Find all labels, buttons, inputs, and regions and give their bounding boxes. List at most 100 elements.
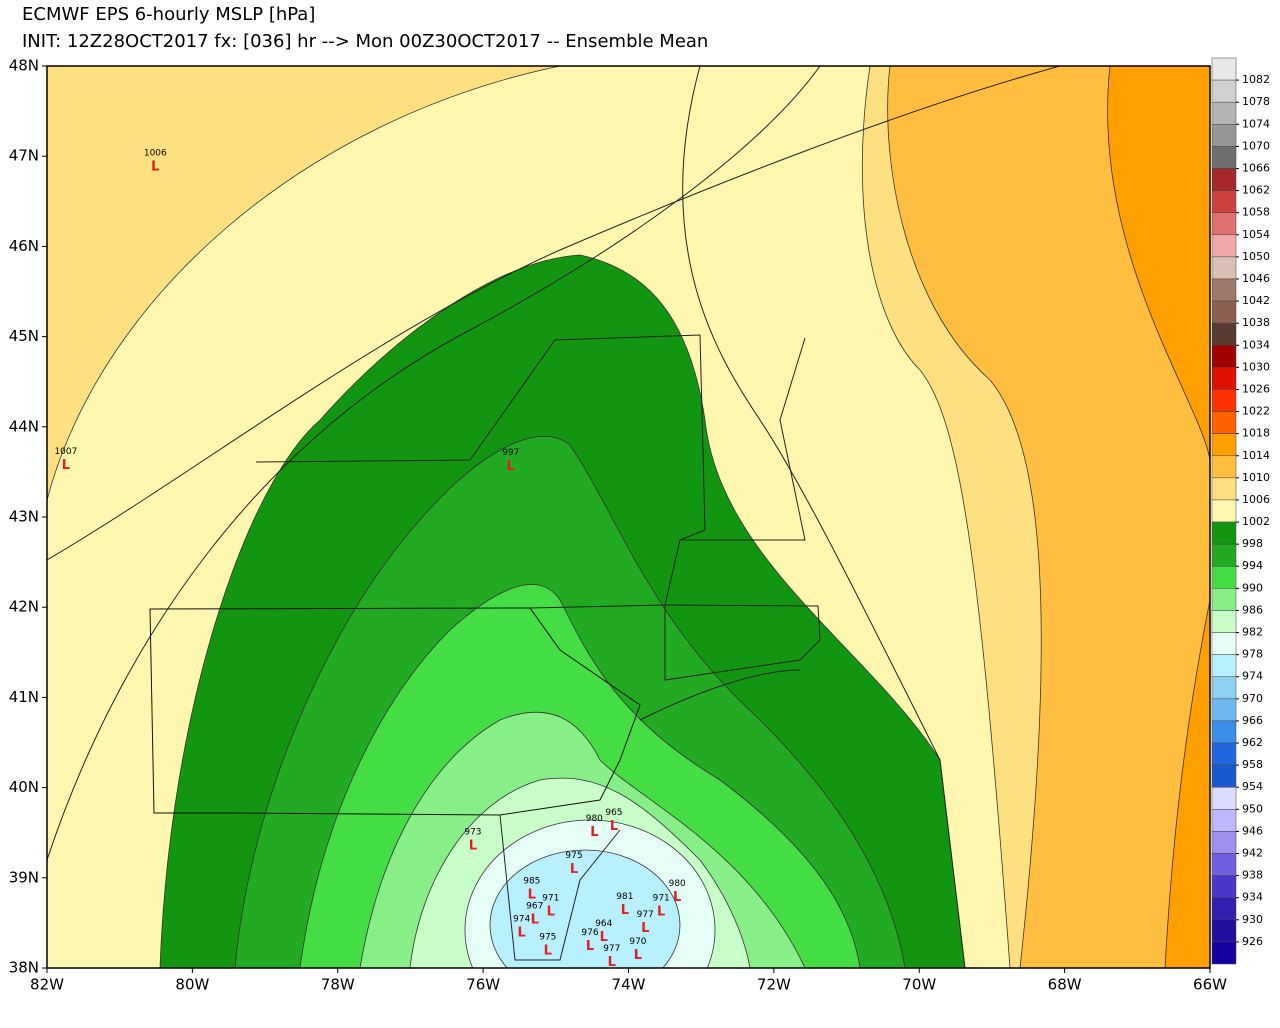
colorbar-label: 950 bbox=[1242, 802, 1263, 815]
colorbar-bin bbox=[1211, 742, 1237, 766]
low-value: 970 bbox=[629, 937, 646, 947]
low-value: 977 bbox=[603, 944, 620, 954]
lon-tick-label: 68W bbox=[1048, 976, 1082, 994]
colorbar-label: 1010 bbox=[1242, 471, 1270, 484]
low-marker: L bbox=[590, 825, 598, 840]
title: ECMWF EPS 6-hourly MSLP [hPa] bbox=[22, 4, 315, 25]
lon-tick-label: 70W bbox=[902, 976, 936, 994]
colorbar-bin bbox=[1211, 389, 1237, 412]
colorbar-label: 1006 bbox=[1242, 493, 1270, 506]
colorbar-label: 1070 bbox=[1242, 139, 1270, 152]
colorbar-bin bbox=[1211, 654, 1237, 677]
low-marker: L bbox=[151, 160, 159, 175]
colorbar-label: 1022 bbox=[1242, 405, 1270, 418]
colorbar-label: 1042 bbox=[1242, 294, 1270, 307]
colorbar-label: 954 bbox=[1242, 780, 1263, 793]
colorbar-bin bbox=[1211, 588, 1237, 611]
low-value: 1006 bbox=[144, 149, 167, 159]
low-value: 1007 bbox=[54, 447, 77, 457]
low-marker: L bbox=[507, 459, 515, 474]
lat-tick-label: 46N bbox=[9, 237, 39, 255]
colorbar-label: 1026 bbox=[1242, 382, 1270, 395]
colorbar-bin bbox=[1211, 698, 1237, 722]
colorbar-bin bbox=[1211, 57, 1237, 81]
low-marker: L bbox=[62, 458, 70, 473]
low-value: 967 bbox=[526, 902, 543, 912]
colorbar-label: 1054 bbox=[1242, 228, 1270, 241]
low-marker: L bbox=[544, 943, 552, 958]
colorbar-bin bbox=[1211, 897, 1237, 921]
colorbar-bin bbox=[1211, 919, 1237, 943]
low-marker: L bbox=[641, 921, 649, 936]
colorbar-label: 982 bbox=[1242, 626, 1263, 639]
low-value: 965 bbox=[605, 808, 622, 818]
colorbar-bin bbox=[1211, 124, 1237, 147]
colorbar-bin bbox=[1211, 853, 1237, 876]
low-marker: L bbox=[570, 862, 578, 877]
low-value: 981 bbox=[616, 892, 633, 902]
colorbar-bin bbox=[1211, 941, 1237, 965]
low-value: 971 bbox=[653, 894, 670, 904]
colorbar-label: 994 bbox=[1242, 559, 1263, 572]
colorbar-label: 974 bbox=[1242, 670, 1263, 683]
lon-tick-label: 82W bbox=[30, 976, 64, 994]
low-value: 973 bbox=[464, 828, 481, 838]
low-value: 997 bbox=[502, 448, 519, 458]
colorbar-bin bbox=[1211, 433, 1237, 457]
colorbar-bin bbox=[1211, 278, 1237, 302]
colorbar-bin bbox=[1211, 168, 1237, 191]
colorbar-label: 966 bbox=[1242, 714, 1263, 727]
colorbar-bin bbox=[1211, 79, 1237, 103]
lon-tick-label: 76W bbox=[466, 976, 500, 994]
colorbar-bin bbox=[1211, 477, 1237, 501]
colorbar-label: 970 bbox=[1242, 692, 1263, 705]
low-marker: L bbox=[634, 948, 642, 963]
colorbar-label: 1058 bbox=[1242, 206, 1270, 219]
lat-tick-label: 47N bbox=[9, 147, 39, 165]
pressure-fill bbox=[47, 66, 1210, 968]
low-value: 980 bbox=[669, 879, 686, 889]
colorbar-bin bbox=[1211, 101, 1237, 125]
lat-tick-label: 39N bbox=[9, 868, 39, 886]
lon-tick-label: 72W bbox=[757, 976, 791, 994]
colorbar-label: 1018 bbox=[1242, 427, 1270, 440]
low-value: 980 bbox=[586, 814, 603, 824]
colorbar-bin bbox=[1211, 764, 1237, 788]
low-value: 977 bbox=[637, 910, 654, 920]
colorbar-label: 946 bbox=[1242, 824, 1263, 837]
colorbar-bin bbox=[1211, 875, 1237, 898]
colorbar-bin bbox=[1211, 499, 1237, 523]
low-marker: L bbox=[547, 905, 555, 920]
lat-tick-label: 45N bbox=[9, 327, 39, 345]
low-value: 985 bbox=[523, 876, 540, 886]
colorbar-bin bbox=[1211, 720, 1237, 744]
colorbar-bin bbox=[1211, 411, 1237, 434]
low-marker: L bbox=[518, 925, 526, 940]
colorbar-bin bbox=[1211, 234, 1237, 258]
lon-tick-label: 78W bbox=[321, 976, 355, 994]
colorbar-label: 1030 bbox=[1242, 360, 1270, 373]
colorbar-bin bbox=[1211, 543, 1237, 567]
colorbar-bin bbox=[1211, 610, 1237, 633]
subtitle: INIT: 12Z28OCT2017 fx: [036] hr --> Mon … bbox=[22, 31, 708, 52]
colorbar-label: 962 bbox=[1242, 736, 1263, 749]
lat-tick-label: 40N bbox=[9, 778, 39, 796]
colorbar-label: 986 bbox=[1242, 603, 1263, 616]
low-marker: L bbox=[469, 839, 477, 854]
colorbar-label: 1066 bbox=[1242, 161, 1270, 174]
colorbar-label: 998 bbox=[1242, 537, 1263, 550]
colorbar-label: 934 bbox=[1242, 891, 1263, 904]
colorbar-bin bbox=[1211, 632, 1237, 655]
colorbar-bin bbox=[1211, 212, 1237, 236]
colorbar-bin bbox=[1211, 521, 1237, 545]
colorbar-label: 958 bbox=[1242, 758, 1263, 771]
low-marker: L bbox=[673, 890, 681, 905]
colorbar-label: 1014 bbox=[1242, 449, 1270, 462]
lat-tick-label: 38N bbox=[9, 959, 39, 977]
colorbar-bin bbox=[1211, 345, 1237, 368]
lat-tick-label: 43N bbox=[9, 508, 39, 526]
colorbar-bin bbox=[1211, 809, 1237, 832]
map-lines bbox=[47, 66, 1061, 968]
lat-tick-label: 44N bbox=[9, 417, 39, 435]
colorbar-label: 1050 bbox=[1242, 250, 1270, 263]
